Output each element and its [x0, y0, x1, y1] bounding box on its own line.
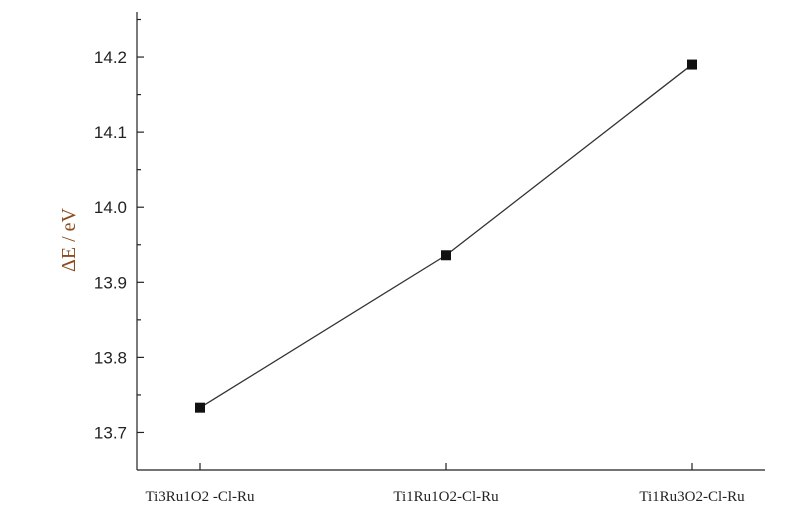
data-point	[195, 402, 205, 413]
data-point	[441, 250, 451, 261]
x-tick-label: Ti1Ru1O2-Cl-Ru	[393, 489, 499, 505]
y-tick-label: 14.2	[94, 48, 127, 67]
x-tick-label: Ti3Ru1O2 -Cl-Ru	[145, 489, 255, 505]
series-line	[199, 64, 693, 409]
y-tick-label: 13.7	[94, 423, 127, 442]
y-tick-label: 13.8	[94, 348, 127, 367]
data-point	[687, 59, 697, 70]
x-tick-label: Ti1Ru3O2-Cl-Ru	[639, 489, 745, 505]
x-axis: Ti3Ru1O2 -Cl-Ru Ti1Ru1O2-Cl-Ru Ti1Ru3O2-Cl…	[137, 463, 765, 505]
y-tick-label: 14.0	[94, 198, 127, 217]
y-axis: 13.7 13.8 13.9 14.0 14.1 14.2	[94, 12, 144, 470]
y-axis-label: ΔE / eV	[58, 207, 80, 272]
y-tick-label: 13.9	[94, 273, 127, 292]
series-group	[195, 59, 697, 413]
y-tick-label: 14.1	[94, 123, 127, 142]
